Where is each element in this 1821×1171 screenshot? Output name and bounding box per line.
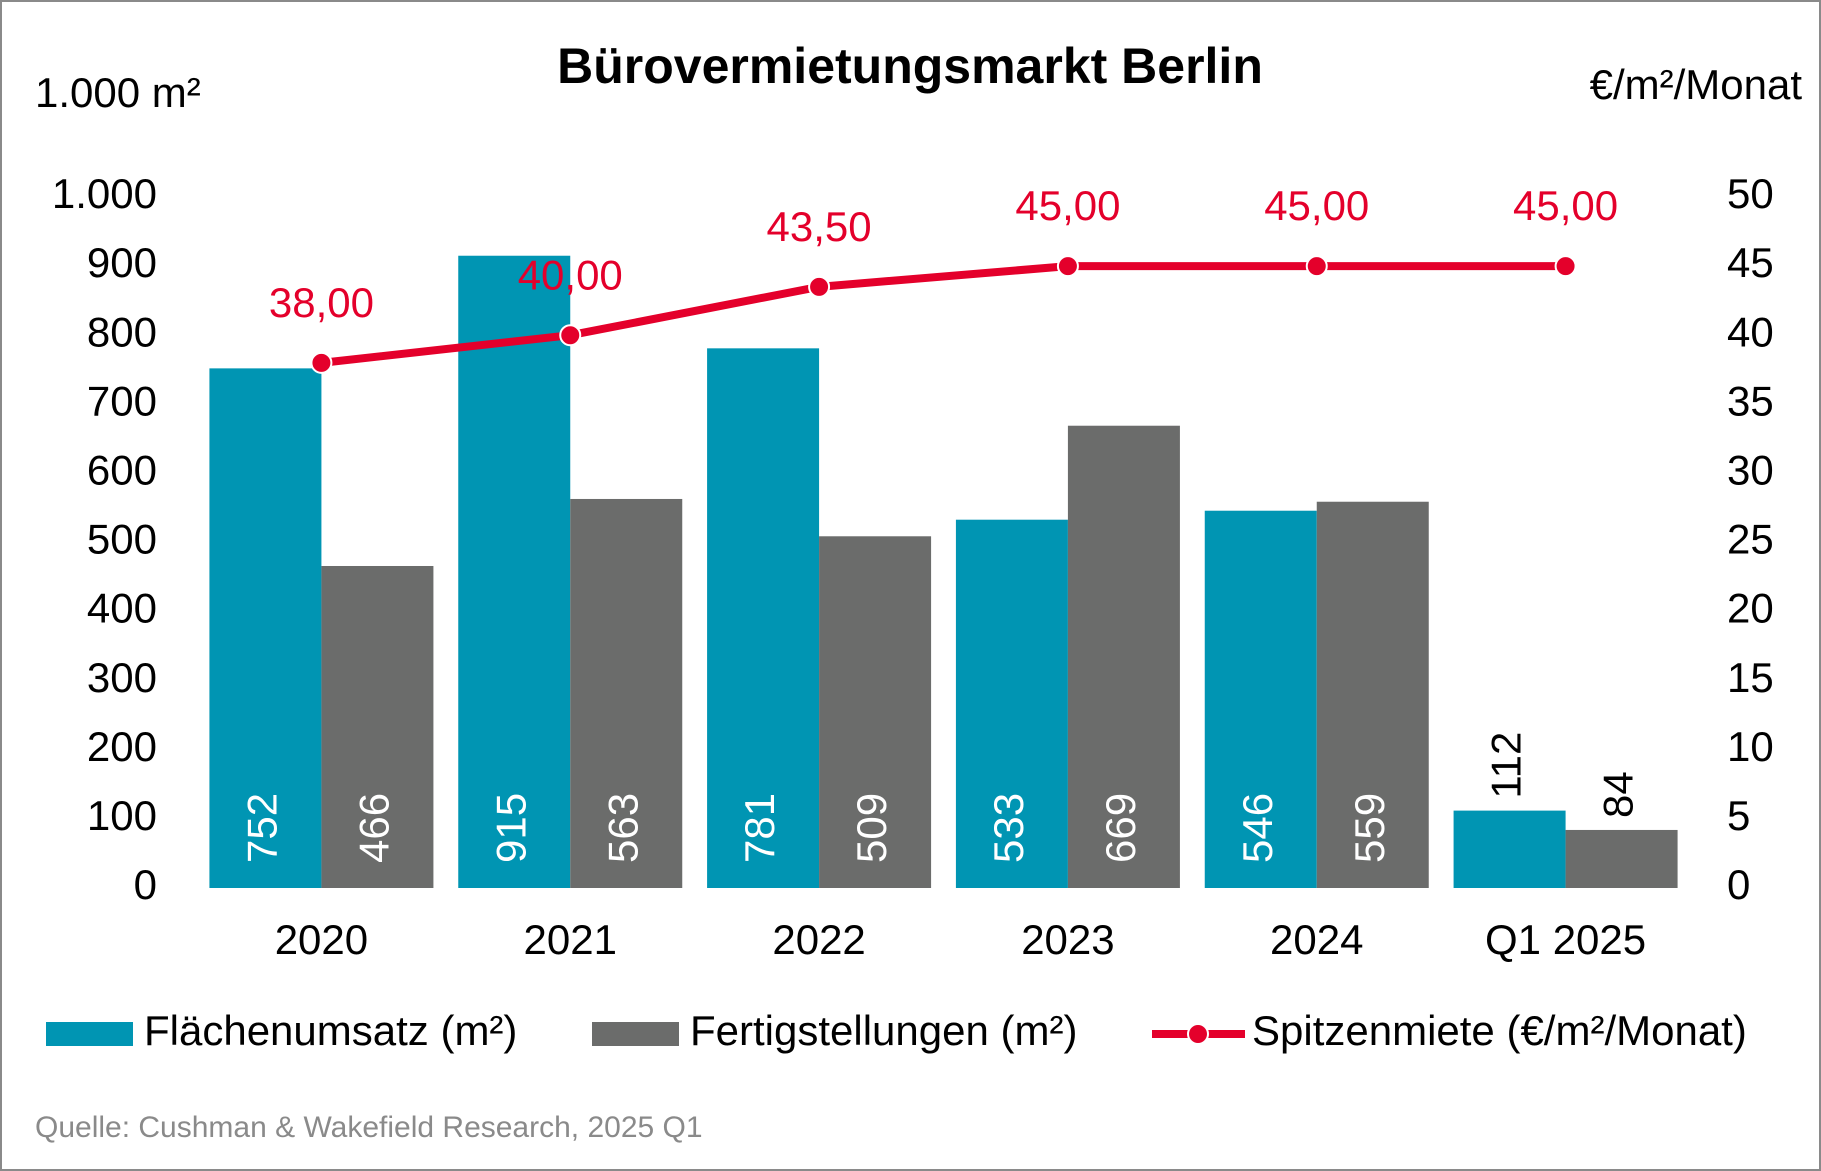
legend-swatch <box>1187 1023 1209 1045</box>
y-tick-label: 1.000 <box>52 170 157 217</box>
y2-tick-label: 30 <box>1727 446 1774 493</box>
y2-tick-label: 0 <box>1727 861 1750 908</box>
value-label: 84 <box>1595 771 1642 818</box>
value-label: 546 <box>1234 793 1281 863</box>
chart-title: Bürovermietungsmarkt Berlin <box>557 38 1263 94</box>
value-label: 559 <box>1346 793 1393 863</box>
x-tick-label: 2022 <box>772 916 865 963</box>
bar <box>209 368 322 888</box>
value-label: 112 <box>1483 732 1530 799</box>
legend-label: Fertigstellungen (m²) <box>690 1007 1077 1054</box>
y2-axis-title: €/m²/Monat <box>1590 61 1803 108</box>
value-label: 43,50 <box>767 203 872 250</box>
line <box>320 262 1566 367</box>
y-tick-label: 400 <box>87 585 157 632</box>
y2-tick-label: 5 <box>1727 792 1750 839</box>
line-marker <box>559 324 582 347</box>
bar <box>1316 501 1429 888</box>
value-label: 45,00 <box>1513 182 1618 229</box>
value-label: 563 <box>599 793 646 863</box>
y-tick-label: 100 <box>87 792 157 839</box>
x-tick-label: 2024 <box>1270 916 1363 963</box>
legend-label: Spitzenmiete (€/m²/Monat) <box>1252 1007 1747 1054</box>
y2-tick-label: 10 <box>1727 723 1774 770</box>
y-tick-label: 300 <box>87 654 157 701</box>
x-tick-label: 2021 <box>524 916 617 963</box>
value-label: 40,00 <box>518 251 623 298</box>
y-axis-title: 1.000 m² <box>35 69 201 116</box>
x-tick-label: 2023 <box>1021 916 1114 963</box>
bar <box>1067 425 1180 888</box>
y-tick-label: 500 <box>87 516 157 563</box>
y2-tick-label: 50 <box>1727 170 1774 217</box>
line-marker <box>1056 255 1079 278</box>
bar <box>321 565 434 888</box>
y2-tick-label: 35 <box>1727 377 1774 424</box>
value-label: 752 <box>239 793 286 863</box>
value-label: 466 <box>351 793 398 863</box>
value-label: 915 <box>487 793 534 863</box>
legend-swatch <box>592 1022 679 1046</box>
value-label: 781 <box>736 793 783 863</box>
y-tick-label: 900 <box>87 239 157 286</box>
y-tick-label: 0 <box>134 861 157 908</box>
legend-label: Flächenumsatz (m²) <box>144 1007 517 1054</box>
bar <box>819 536 932 888</box>
line-marker <box>310 351 333 374</box>
y-tick-label: 700 <box>87 377 157 424</box>
bar <box>707 348 820 889</box>
line-marker <box>1305 255 1328 278</box>
legend-swatch <box>46 1022 133 1046</box>
y2-tick-label: 20 <box>1727 585 1774 632</box>
bar <box>1565 829 1678 888</box>
value-label: 509 <box>848 793 895 863</box>
x-tick-label: Q1 2025 <box>1485 916 1646 963</box>
y-tick-label: 200 <box>87 723 157 770</box>
line-marker <box>808 275 831 298</box>
y2-tick-label: 25 <box>1727 516 1774 563</box>
bar <box>1453 810 1566 888</box>
y2-tick-label: 15 <box>1727 654 1774 701</box>
y2-tick-label: 45 <box>1727 239 1774 286</box>
value-label: 669 <box>1097 793 1144 863</box>
source-note: Quelle: Cushman & Wakefield Research, 20… <box>35 1111 703 1144</box>
y-tick-label: 600 <box>87 446 157 493</box>
y2-tick-label: 40 <box>1727 308 1774 355</box>
value-label: 45,00 <box>1264 182 1369 229</box>
value-label: 45,00 <box>1015 182 1120 229</box>
line-marker <box>1554 255 1577 278</box>
value-label: 533 <box>985 793 1032 863</box>
y-tick-label: 800 <box>87 308 157 355</box>
bar <box>1204 510 1317 888</box>
value-label: 38,00 <box>269 279 374 326</box>
bar <box>955 519 1068 888</box>
bar <box>458 255 571 889</box>
bar <box>570 498 683 888</box>
x-tick-label: 2020 <box>275 916 368 963</box>
